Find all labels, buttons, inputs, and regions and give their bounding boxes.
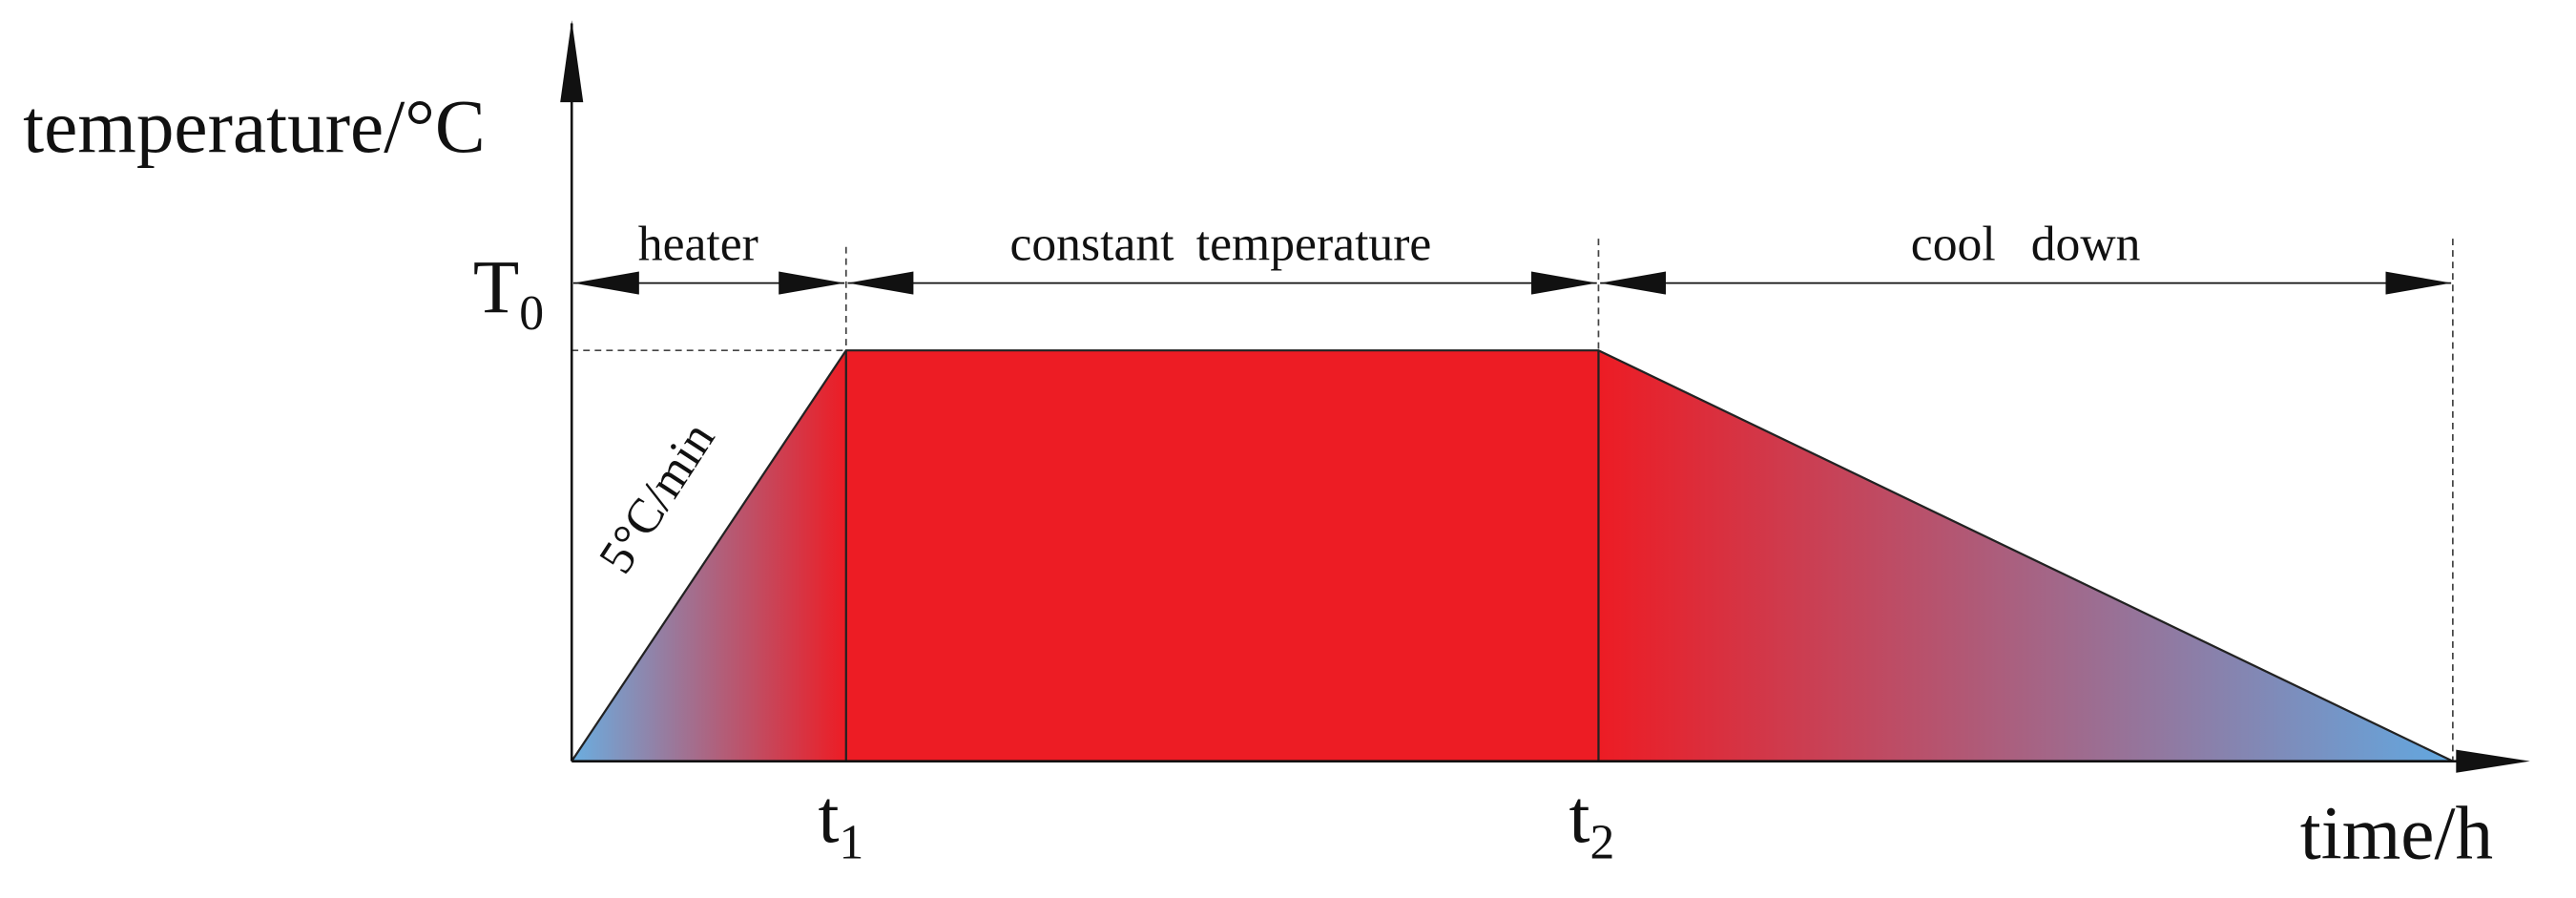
t1-label: t1 <box>819 775 864 869</box>
x-arrow <box>2456 749 2530 773</box>
guides <box>571 239 2454 762</box>
t0-label: T0 <box>473 246 544 341</box>
rate-label: 5°C/min <box>589 412 726 582</box>
phase-label: cool down <box>1911 217 2141 271</box>
t2-label: t2 <box>1568 775 1614 869</box>
constant-area <box>845 350 1599 762</box>
phase-label: heater <box>638 217 758 271</box>
x-axis-label: time/h <box>2300 791 2493 875</box>
outline <box>571 349 2454 762</box>
phase-label: constant temperature <box>1009 217 1431 271</box>
y-axis-label: temperature/°C <box>23 85 486 169</box>
y-arrow <box>560 20 584 103</box>
